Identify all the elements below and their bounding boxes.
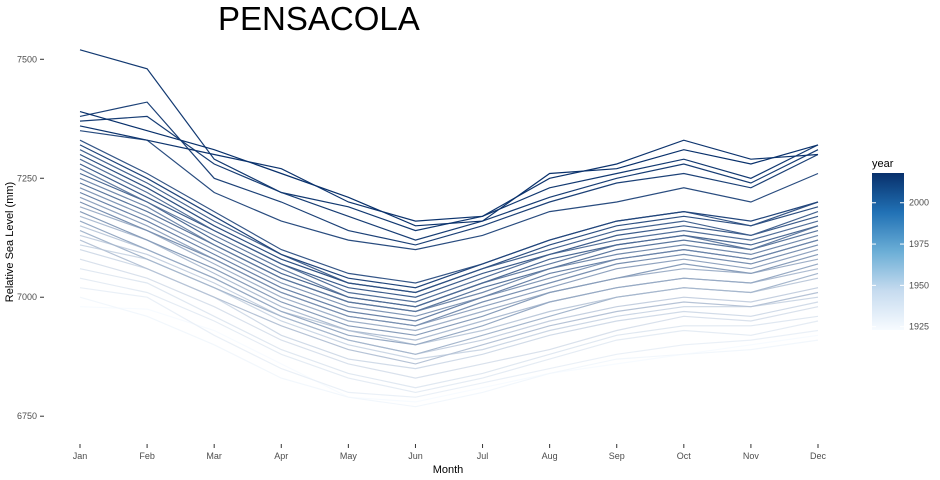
y-axis: 6750 7000 7250 7500 [17, 54, 44, 421]
series-line-1985 [79, 182, 819, 313]
series-line-1997 [79, 163, 819, 298]
x-tick-label: Aug [542, 451, 558, 461]
series-line-1932 [79, 268, 819, 389]
x-tick-label: Mar [206, 451, 222, 461]
series-line-1935 [79, 258, 819, 379]
x-tick-label: Apr [274, 451, 288, 461]
series-line-1923 [79, 306, 819, 403]
series-line-1943 [79, 234, 819, 355]
series-line-1930 [79, 277, 819, 394]
y-tick-label: 7000 [17, 292, 37, 302]
y-tick-label: 7500 [17, 54, 37, 64]
x-axis-title: Month [433, 464, 464, 476]
x-tick-label: Oct [677, 451, 692, 461]
x-tick-label: Dec [810, 451, 827, 461]
x-tick-label: Nov [743, 451, 760, 461]
series-line-1949 [79, 239, 819, 365]
legend-tick-label: 1975 [909, 239, 929, 249]
legend-colorbar [872, 173, 904, 330]
legend-tick-label: 1925 [909, 322, 929, 332]
series-lines [79, 49, 819, 408]
legend-title: year [872, 158, 894, 170]
series-line-1955 [79, 230, 819, 355]
series-line-1928 [79, 287, 819, 398]
series-line-1925 [79, 296, 819, 408]
legend-tick-label: 1950 [909, 280, 929, 290]
x-tick-label: Jun [408, 451, 423, 461]
x-tick-label: Jul [477, 451, 489, 461]
y-tick-label: 6750 [17, 411, 37, 421]
series-line-2010 [79, 101, 819, 246]
x-tick-label: May [340, 451, 358, 461]
x-tick-label: Sep [609, 451, 625, 461]
x-tick-label: Jan [73, 451, 88, 461]
series-line-1967 [79, 211, 819, 336]
x-tick-label: Feb [139, 451, 155, 461]
year-legend: year 1925 1950 1975 2000 [872, 158, 929, 332]
x-axis: Jan Feb Mar Apr May Jun Jul Aug Sep Oct Nov Dec [73, 444, 827, 461]
series-line-2005 [79, 130, 819, 251]
series-line-1988 [79, 158, 819, 303]
series-line-1991 [79, 172, 819, 308]
legend-tick-label: 2000 [909, 198, 929, 208]
series-line-2018 [79, 111, 819, 227]
series-line-1973 [79, 201, 819, 327]
chart-title: PENSACOLA [218, 0, 420, 37]
y-axis-title: Relative Sea Level (mm) [4, 182, 16, 302]
series-line-1961 [79, 220, 819, 346]
y-tick-label: 7250 [17, 173, 37, 183]
series-line-2012 [79, 115, 819, 241]
series-line-1964 [79, 196, 819, 327]
series-line-2016 [79, 125, 819, 222]
series-line-1958 [79, 206, 819, 332]
series-line-2008 [79, 144, 819, 289]
series-line-2000 [79, 139, 819, 284]
series-line-1976 [79, 177, 819, 313]
series-line-2003 [79, 153, 819, 294]
series-line-1979 [79, 191, 819, 322]
